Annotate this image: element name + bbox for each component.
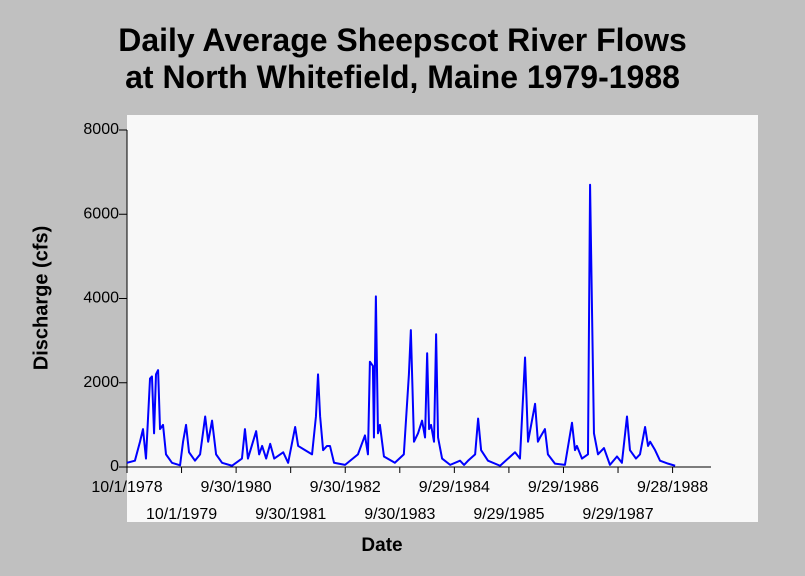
y-tick-label: 0	[110, 458, 119, 475]
x-axis-label: Date	[361, 535, 402, 556]
x-tick-label: 9/29/1986	[528, 479, 599, 496]
y-tick-label: 6000	[83, 205, 119, 222]
x-tick-label: 10/1/1979	[146, 506, 217, 523]
x-tick-label: 9/29/1987	[582, 506, 653, 523]
y-tick-label: 8000	[83, 121, 119, 138]
x-tick-label: 9/30/1983	[364, 506, 435, 523]
data-line	[126, 183, 676, 467]
x-tick-label: 9/30/1980	[201, 479, 272, 496]
chart-title: Daily Average Sheepscot River Flows at N…	[118, 22, 687, 95]
y-axis-label: Discharge (cfs)	[30, 226, 52, 371]
x-tick-label: 9/29/1985	[473, 506, 544, 523]
x-tick-label: 9/30/1981	[255, 506, 326, 523]
x-tick-label: 9/29/1984	[419, 479, 490, 496]
x-tick-label: 9/30/1982	[310, 479, 381, 496]
x-tick-label: 9/28/1988	[637, 479, 708, 496]
y-tick-label: 2000	[83, 374, 119, 391]
y-tick-label: 4000	[83, 290, 119, 307]
x-tick-label: 10/1/1978	[91, 479, 162, 496]
plot-area	[127, 115, 758, 522]
